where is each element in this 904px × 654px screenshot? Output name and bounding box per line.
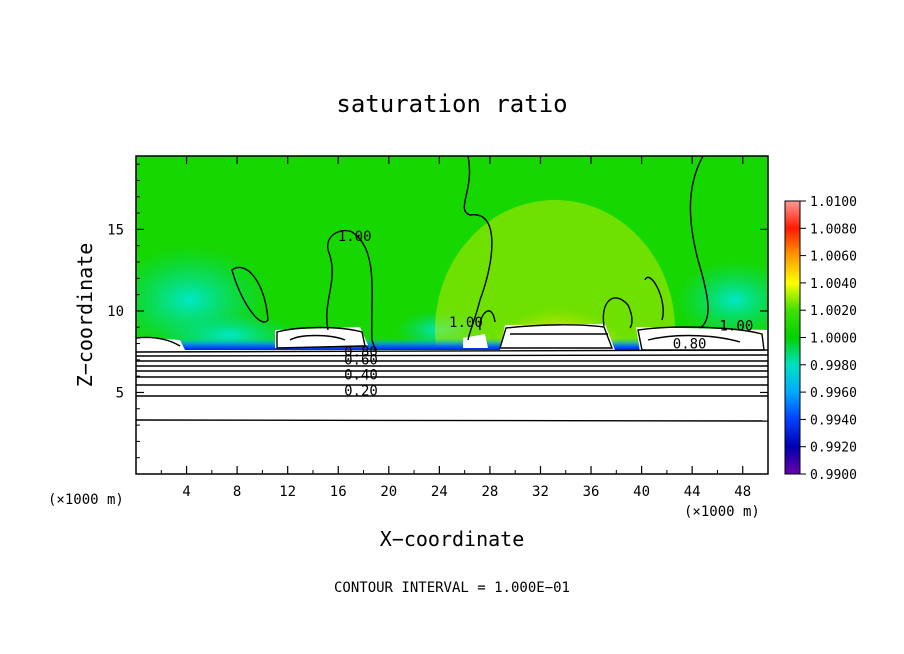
colorbar-tick-label: 1.0000 — [810, 332, 857, 347]
contour-1-00-c — [463, 156, 493, 341]
colorbar-tick-label: 1.0100 — [810, 195, 857, 210]
contour-label: 0.80 — [344, 345, 378, 361]
contour-label: 0.40 — [344, 367, 378, 383]
y-tick-label: 10 — [107, 304, 124, 320]
colorbar-tick-label: 1.0080 — [810, 222, 857, 237]
x-tick-label: 4 — [182, 484, 190, 500]
contour-1-00-g — [644, 276, 664, 321]
x-tick-label: 20 — [380, 484, 397, 500]
contour-1-00-f — [602, 297, 633, 329]
contour-cloud-right-inner — [647, 334, 741, 343]
contour-1-00-e — [689, 156, 709, 329]
x-tick-label: 8 — [233, 484, 241, 500]
contour-label: 1.00 — [449, 315, 483, 331]
x-unit-left: (×1000 m) — [48, 492, 124, 508]
colorbar-tick-label: 0.9940 — [810, 413, 857, 428]
contour-label: 0.20 — [344, 384, 378, 400]
x-tick-label: 16 — [330, 484, 347, 500]
contour-label: 0.60 — [344, 353, 378, 369]
y-tick-label: 5 — [116, 385, 124, 401]
x-tick-label: 48 — [734, 484, 751, 500]
colorbar-tick-label: 1.0060 — [810, 250, 857, 265]
contour-1-00-b — [231, 266, 269, 323]
plot-frame — [135, 155, 769, 475]
colorbar-tick-label: 0.9980 — [810, 359, 857, 374]
y-tick-label: 15 — [107, 222, 124, 238]
cloud-cap-1 — [275, 327, 368, 348]
contour-0-60 — [136, 359, 768, 362]
x-tick-label: 32 — [532, 484, 549, 500]
contour-1-00-d — [479, 310, 496, 331]
x-tick-label: 40 — [633, 484, 650, 500]
contour-label: 0.80 — [673, 336, 707, 352]
cyan-region-right — [675, 260, 768, 340]
contour-label: 1.00 — [338, 229, 372, 245]
colorbar-tick-label: 0.9900 — [810, 468, 857, 483]
x-tick-label: 44 — [684, 484, 701, 500]
x-axis-label: X−coordinate — [380, 527, 525, 551]
colorbar-tick-label: 1.0020 — [810, 304, 857, 319]
contour-label: 1.00 — [720, 318, 754, 334]
y-axis: 5 10 15 — [107, 163, 768, 459]
x-tick-label: 28 — [481, 484, 498, 500]
y-axis-label: Z−coordinate — [73, 243, 97, 388]
x-axis: 4 8 12 16 20 24 28 32 36 40 44 48 — [160, 156, 751, 500]
x-tick-label: 36 — [583, 484, 600, 500]
x-tick-label: 12 — [279, 484, 296, 500]
contour-interval-note: CONTOUR INTERVAL = 1.000E−01 — [334, 580, 570, 596]
cloud-cap-right — [636, 327, 768, 352]
contour-cloud-right — [637, 326, 765, 351]
contour-cloud-1 — [276, 326, 366, 349]
colorbar-tick-label: 0.9960 — [810, 386, 857, 401]
contour-labels: 1.001.00 1.000.800.800.600.400.20 — [338, 229, 754, 400]
contour-1-00-a — [326, 229, 377, 353]
stable-layer — [136, 350, 768, 474]
plot-area: 1.001.00 1.000.800.800.600.400.20 — [136, 156, 768, 474]
colorbar-tick-label: 0.9920 — [810, 441, 857, 456]
chart-title: saturation ratio — [336, 90, 567, 118]
cloud-cap-left — [136, 337, 185, 350]
contour-cloud-center — [499, 324, 614, 349]
colorbar-gradient — [784, 200, 801, 475]
contour-cloud-1-inner — [289, 334, 346, 341]
cloud-cap-center — [500, 324, 615, 350]
x-tick-label: 24 — [431, 484, 448, 500]
colorbar-tick-label: 1.0040 — [810, 277, 857, 292]
contour-0-10 — [136, 419, 768, 422]
colorbar-ticks: 1.0100 1.0080 1.0060 1.0040 1.0020 1.0000 0.99… — [800, 195, 857, 483]
colorbar: 1.0100 1.0080 1.0060 1.0040 1.0020 1.0000 0.99… — [784, 195, 857, 483]
x-unit-right: (×1000 m) — [684, 504, 760, 520]
contour-cloud-left — [136, 336, 181, 347]
